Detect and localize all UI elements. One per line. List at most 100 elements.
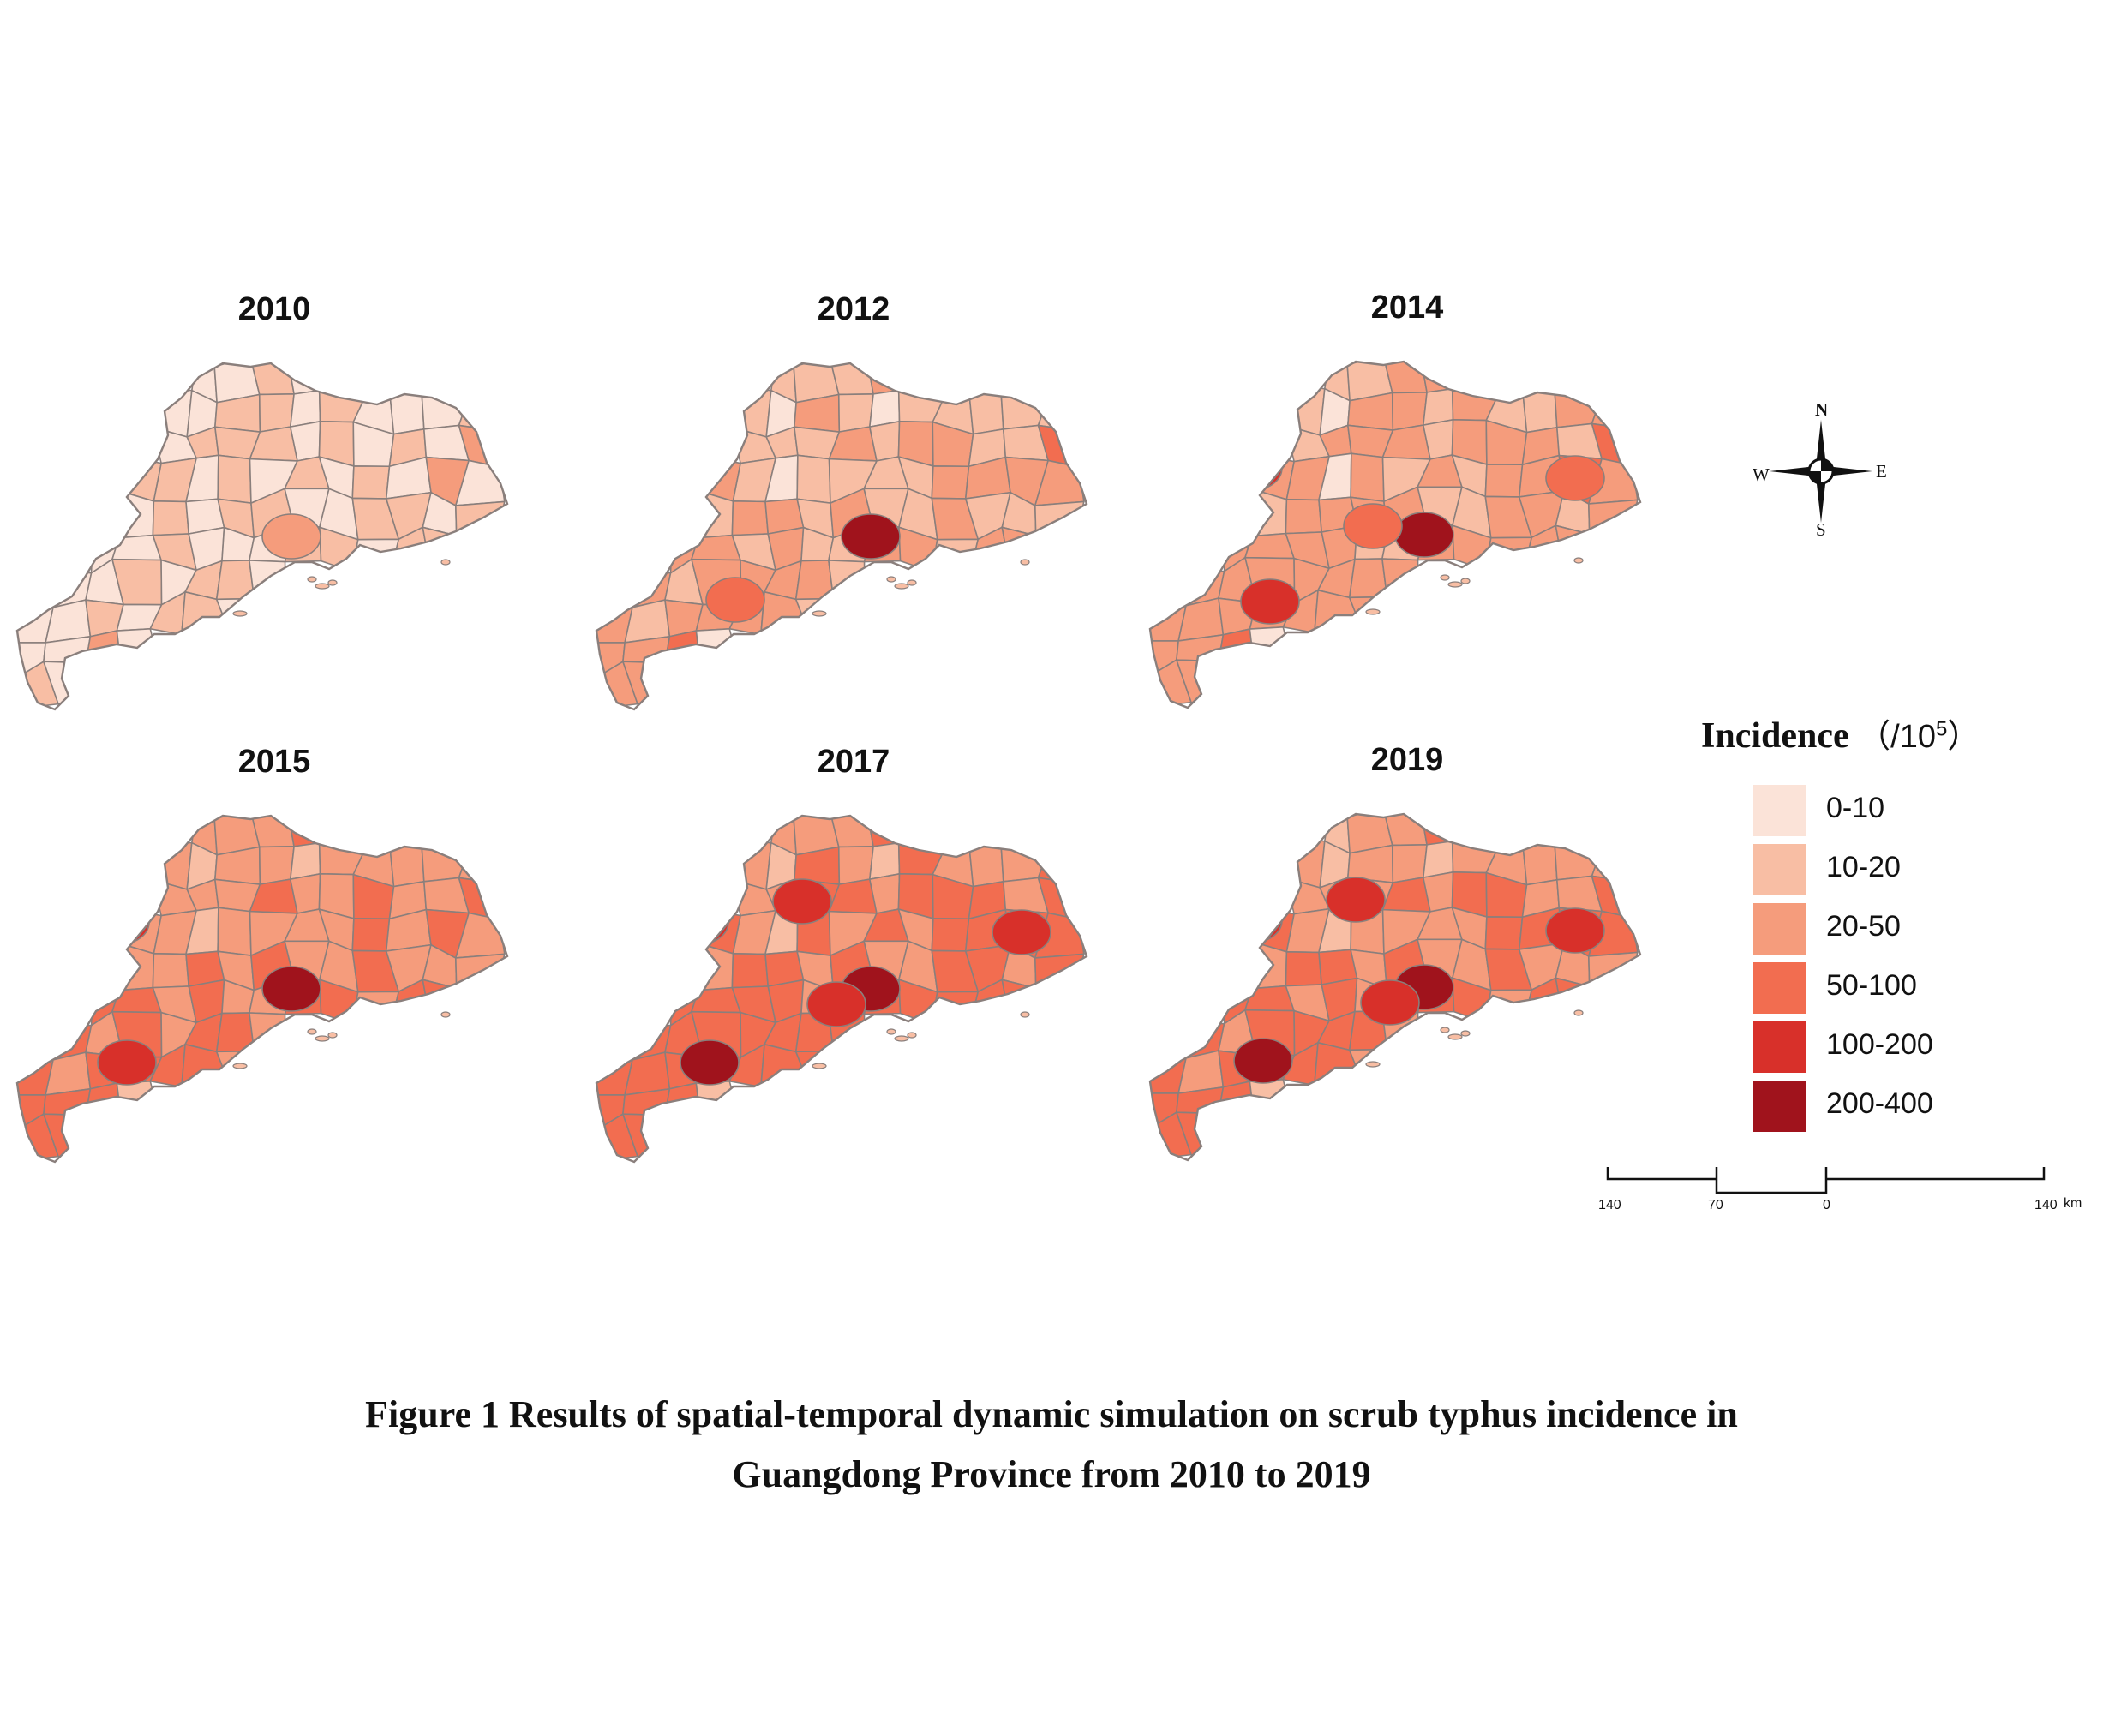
map-panel-2012: 2012: [595, 291, 1111, 711]
island: [812, 610, 827, 617]
island: [1460, 578, 1471, 584]
district-region: [289, 389, 321, 428]
island: [440, 559, 451, 566]
district-region: [1391, 844, 1428, 883]
district-region: [351, 991, 400, 1025]
district-region: [1249, 626, 1296, 672]
district-region: [695, 627, 742, 673]
island: [1573, 557, 1584, 564]
province-outline: [595, 362, 1088, 711]
hotspot-district: [1233, 1038, 1293, 1084]
district-region: [351, 918, 391, 952]
district-regions: [596, 363, 1085, 709]
district-region: [1421, 362, 1459, 393]
district-region: [288, 363, 326, 395]
district-region: [868, 389, 901, 428]
district-region: [45, 1051, 92, 1096]
district-region: [288, 816, 326, 847]
legend-label: 10-20: [1826, 851, 1901, 883]
district-regions: [17, 816, 506, 1162]
scale-unit-label: km: [2064, 1196, 2082, 1211]
district-region: [1484, 536, 1533, 571]
legend-label: 50-100: [1826, 969, 1917, 1002]
district-region: [1249, 1078, 1296, 1124]
west-label: W: [1752, 464, 1770, 485]
district-region: [458, 385, 501, 433]
island: [1365, 1061, 1381, 1068]
district-region: [217, 907, 252, 957]
legend-title: Incidence （/105）: [1701, 709, 1980, 757]
district-region: [1422, 840, 1454, 879]
island: [894, 583, 909, 590]
scale-tick-label: 0: [1823, 1198, 1830, 1212]
legend-label: 20-50: [1826, 910, 1901, 943]
hotspot-district: [992, 909, 1052, 955]
district-region: [351, 465, 391, 500]
legend-item: 200-400: [1752, 1081, 2044, 1132]
legend-item: 20-50: [1752, 903, 2044, 955]
legend-item: 50-100: [1752, 962, 2044, 1014]
district-region: [152, 500, 190, 536]
island: [327, 1032, 338, 1039]
island: [907, 579, 917, 586]
district-region: [1422, 387, 1454, 427]
legend-swatch: [1752, 844, 1806, 895]
hotspot-district: [1223, 897, 1283, 943]
panel-title: 2015: [237, 744, 311, 780]
hotspot-district: [1545, 907, 1605, 954]
district-region: [152, 953, 190, 989]
district-region: [827, 560, 866, 608]
hotspot-district: [1394, 512, 1454, 558]
island: [440, 1011, 451, 1018]
province-outline: [1148, 360, 1642, 709]
district-region: [1285, 385, 1326, 436]
island: [1460, 1030, 1471, 1037]
hotspot-district: [772, 878, 832, 925]
legend-label: 200-400: [1826, 1087, 1933, 1120]
district-region: [1484, 464, 1524, 498]
district-region: [691, 454, 742, 502]
island: [886, 1028, 896, 1035]
scale-tick-label: 140: [1598, 1198, 1621, 1212]
panel-title: 2010: [237, 291, 311, 327]
province-map: [15, 814, 509, 1164]
province-outline: [595, 814, 1088, 1164]
district-region: [1244, 452, 1296, 500]
panel-title: 2017: [817, 744, 890, 780]
legend-unit-sup: 5: [1935, 717, 1948, 741]
island: [812, 1063, 827, 1069]
district-region: [1350, 452, 1385, 503]
hotspot-district: [97, 1039, 157, 1086]
district-region: [1484, 989, 1533, 1023]
panel-title: 2019: [1370, 742, 1444, 778]
hotspot-district: [705, 577, 765, 623]
island: [232, 1063, 248, 1069]
figure-caption-line1: Figure 1 Results of spatial-temporal dyn…: [365, 1393, 1738, 1435]
legend-swatch: [1752, 1021, 1806, 1073]
legend-label: 100-200: [1826, 1028, 1933, 1061]
hotspot-district: [261, 513, 321, 560]
province-outline: [15, 362, 509, 711]
district-regions: [1150, 362, 1639, 708]
island: [327, 579, 338, 586]
district-region: [1381, 558, 1419, 607]
map-panel-2014: 2014: [1148, 290, 1664, 709]
district-region: [258, 393, 295, 433]
map-panel-2010: 2010: [15, 291, 531, 711]
district-region: [624, 1051, 671, 1096]
district-region: [152, 839, 193, 890]
district-region: [624, 599, 671, 644]
panel-title: 2012: [817, 291, 890, 327]
province-outline: [1148, 812, 1642, 1162]
legend-title-text: Incidence: [1701, 716, 1849, 756]
district-region: [931, 991, 980, 1025]
map-panel-2015: 2015: [15, 744, 531, 1164]
compass-rose-icon: [1770, 420, 1872, 523]
panel-title: 2014: [1370, 290, 1444, 326]
district-region: [731, 839, 772, 890]
district-regions: [1150, 814, 1639, 1160]
district-region: [1591, 383, 1634, 431]
hotspot-district: [1360, 979, 1420, 1026]
island: [894, 1035, 909, 1042]
legend-swatch: [1752, 903, 1806, 955]
